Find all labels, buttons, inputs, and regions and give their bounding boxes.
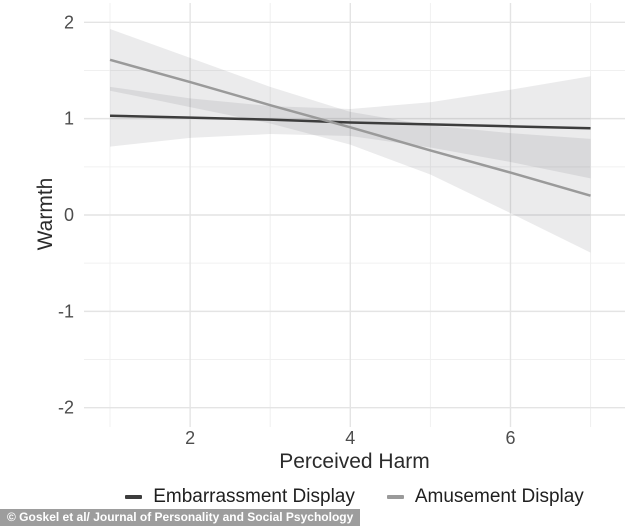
legend: Embarrassment Display Amusement Display [84, 485, 625, 509]
credit-caption: © Goskel et al/ Journal of Personality a… [0, 509, 361, 526]
y-tick-label: 1 [64, 109, 74, 129]
y-axis-label: Warmth [34, 177, 57, 251]
x-tick-label: 6 [505, 428, 515, 448]
y-tick-label: -2 [58, 398, 74, 418]
embarrassment-line-swatch-icon [125, 495, 143, 499]
x-tick-label: 4 [345, 428, 355, 448]
y-tick-label: -1 [58, 301, 74, 321]
warmth-vs-perceived-harm-chart: 2 4 6 2 1 0 -1 -2 [58, 3, 625, 448]
legend-item-amusement: Amusement Display [386, 486, 584, 508]
legend-item-embarrassment: Embarrassment Display [125, 486, 355, 508]
trend-line-embarrassment [109, 114, 591, 130]
amusement-line-swatch-icon [386, 495, 404, 499]
legend-label-amusement: Amusement Display [414, 486, 584, 507]
y-tick-label: 2 [64, 12, 74, 32]
y-tick-label: 0 [64, 205, 74, 225]
trend-line-amusement [109, 58, 591, 197]
ci-band-amusement [110, 29, 591, 253]
x-axis-label: Perceived Harm [279, 450, 430, 473]
x-tick-label: 2 [185, 428, 195, 448]
legend-label-embarrassment: Embarrassment Display [153, 486, 355, 507]
